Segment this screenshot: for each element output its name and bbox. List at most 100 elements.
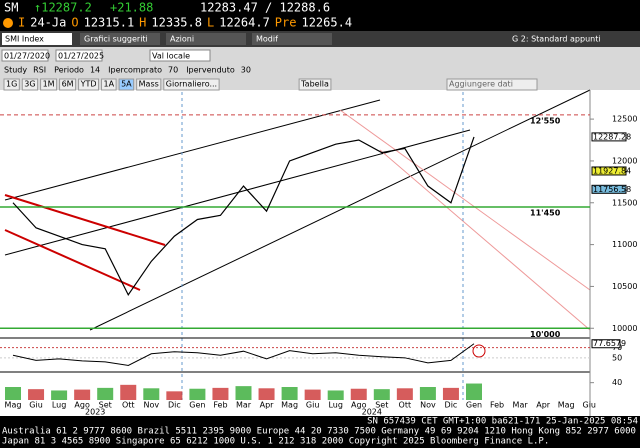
rsi-tag xyxy=(591,339,621,349)
level-label: 11'450 xyxy=(530,208,561,217)
volume-bar xyxy=(120,384,137,400)
menu-label: Grafici suggeriti xyxy=(84,35,148,44)
volume-bar xyxy=(373,389,390,400)
y-tick-label: 12500 xyxy=(612,115,637,124)
volume-bar xyxy=(28,389,45,400)
x-tick-label: Lug xyxy=(328,401,342,410)
price-tag-label: 11927.84 xyxy=(593,166,631,175)
button-frame[interactable] xyxy=(40,78,58,91)
study-field: Study xyxy=(4,66,27,75)
last: ↑12287.2 xyxy=(34,1,92,15)
study-field: 14 xyxy=(90,66,100,75)
price-tag xyxy=(591,132,627,142)
study-field: 30 xyxy=(241,66,251,75)
x-tick-label: Mag xyxy=(558,401,575,410)
footer xyxy=(0,416,640,448)
add-data: Aggiungere dati xyxy=(449,80,513,89)
security: SMI Index xyxy=(5,35,44,44)
x-tick-label: Feb xyxy=(213,401,227,410)
change: +21.88 xyxy=(110,1,153,15)
menu-button[interactable] xyxy=(166,33,246,45)
quote-field: 12264.7 xyxy=(219,16,270,30)
study-field: RSI xyxy=(33,66,46,75)
rsi-line xyxy=(12,343,475,366)
range-button: 1G xyxy=(6,80,17,89)
study-field: 70 xyxy=(168,66,178,75)
input[interactable] xyxy=(55,49,103,62)
range-button: Tabella xyxy=(300,80,329,89)
range-button: 5A xyxy=(121,80,132,89)
volume-bar xyxy=(396,388,413,400)
input[interactable] xyxy=(149,49,211,62)
button-frame[interactable] xyxy=(101,78,117,91)
level-label: 12'550 xyxy=(530,116,561,125)
volume-bar xyxy=(5,387,21,400)
x-tick-label: Mag xyxy=(5,401,22,410)
button-frame[interactable] xyxy=(298,78,332,91)
quote-field: L xyxy=(207,16,214,30)
volume-bar xyxy=(143,388,160,400)
x-tick-label: Nov xyxy=(420,401,436,410)
x-tick-label: Lug xyxy=(52,401,66,410)
highlight-circle xyxy=(472,344,486,358)
bid-ask: 12283.47 / 12288.6 xyxy=(200,1,330,15)
chart-area xyxy=(0,90,640,416)
button-frame[interactable] xyxy=(21,78,39,91)
menu-button[interactable] xyxy=(80,33,160,45)
input[interactable] xyxy=(1,49,49,62)
x-tick-label: Ago xyxy=(351,401,367,410)
x-tick-label: Apr xyxy=(536,401,551,410)
menu-label: Modif xyxy=(256,35,278,44)
channel-line xyxy=(89,89,591,331)
quote-field: 12335.8 xyxy=(151,16,202,30)
x-tick-label: Giu xyxy=(29,401,43,410)
button-frame[interactable] xyxy=(3,78,20,91)
volume-bar xyxy=(189,388,206,400)
volume-bar xyxy=(212,387,229,400)
quote-field: O xyxy=(71,16,78,30)
button-frame[interactable] xyxy=(59,78,77,91)
x-tick-label: Mag xyxy=(281,401,298,410)
y-tick-label: 11000 xyxy=(612,240,637,249)
add-data-field[interactable] xyxy=(446,78,538,91)
x-tick-label: Dic xyxy=(445,401,458,410)
year-label: 2024 xyxy=(362,408,382,417)
button-frame[interactable] xyxy=(163,78,220,91)
button-frame[interactable] xyxy=(136,78,162,91)
volume-bar xyxy=(304,389,321,400)
quote-field: Pre xyxy=(275,16,297,30)
quote-field: 12315.1 xyxy=(84,16,135,30)
x-tick-label: Mar xyxy=(236,401,252,410)
level-label: 10'000 xyxy=(530,330,561,339)
volume-bar xyxy=(466,383,482,400)
x-tick-label: Ott xyxy=(399,401,412,410)
volume-bar xyxy=(419,387,436,400)
price-tag-label: 12287.28 xyxy=(593,132,631,141)
x-tick-label: Ago xyxy=(74,401,90,410)
y-tick-label: 10500 xyxy=(612,282,637,291)
input-value: 01/27/2020 xyxy=(4,52,50,61)
x-tick-label: Giu xyxy=(306,401,320,410)
x-tick-label: Gen xyxy=(189,401,205,410)
footer-line: SN 657439 CET GMT+1:00 ba621-171 25-Jan-… xyxy=(367,417,638,427)
trend-line xyxy=(4,194,166,246)
x-tick-label: Gen xyxy=(466,401,482,410)
button-frame[interactable] xyxy=(118,78,135,91)
x-tick-label: Set xyxy=(375,401,388,410)
quote-field: 24-Ja xyxy=(30,16,66,30)
price-tag xyxy=(591,184,627,194)
range-button: 6M xyxy=(62,80,74,89)
security-field[interactable] xyxy=(2,33,72,45)
menu-button[interactable] xyxy=(252,33,332,45)
button-frame[interactable] xyxy=(78,78,100,91)
x-tick-label: Giu xyxy=(583,401,597,410)
range-button: YTD xyxy=(80,80,97,89)
range-button: Giornaliero... xyxy=(166,80,217,89)
rsi-tag-label: 77.6579 xyxy=(593,339,626,348)
vol-tick-label: 40 xyxy=(612,378,622,387)
trend-line xyxy=(339,109,591,291)
volume-bar xyxy=(327,390,344,400)
quote-field: 12265.4 xyxy=(301,16,352,30)
x-tick-label: Apr xyxy=(260,401,275,410)
